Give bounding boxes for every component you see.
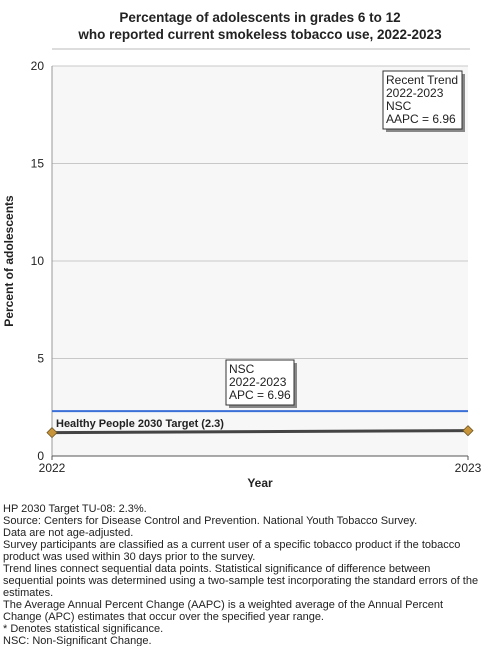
series-line bbox=[51, 429, 469, 435]
footnote: Source: Centers for Disease Control and … bbox=[3, 515, 417, 527]
annotation-text: 2022-2023 bbox=[386, 86, 444, 100]
footnote: product was used within 30 days prior to… bbox=[3, 551, 255, 563]
y-tick-label: 5 bbox=[37, 352, 44, 366]
annotation-text: NSC bbox=[386, 99, 412, 113]
x-tick-label: 2023 bbox=[455, 461, 482, 475]
footnote: HP 2030 Target TU-08: 2.3%. bbox=[3, 503, 147, 515]
footnote: Trend lines connect sequential data poin… bbox=[3, 563, 430, 575]
footnote: Change (APC) estimates that occur over t… bbox=[3, 611, 324, 623]
footnote: The Average Annual Percent Change (AAPC)… bbox=[3, 599, 443, 611]
annotation-text: APC = 6.96 bbox=[229, 388, 291, 402]
annotation-text: AAPC = 6.96 bbox=[386, 112, 456, 126]
y-tick-label: 15 bbox=[31, 157, 45, 171]
annotation-box bbox=[225, 359, 295, 406]
footnote: NSC: Non-Significant Change. bbox=[3, 635, 152, 646]
x-axis-title: Year bbox=[247, 476, 273, 490]
footnote: * Denotes statistical significance. bbox=[3, 623, 163, 635]
footnote: estimates. bbox=[3, 587, 53, 599]
footnote: sequential points was determined using a… bbox=[3, 575, 478, 587]
chart-title: who reported current smokeless tobacco u… bbox=[77, 27, 442, 42]
data-point bbox=[462, 425, 474, 437]
annotation-box bbox=[382, 70, 463, 130]
chart-title: Percentage of adolescents in grades 6 to… bbox=[119, 10, 400, 25]
target-label: Healthy People 2030 Target (2.3) bbox=[56, 418, 224, 430]
footnote: Data are not age-adjusted. bbox=[3, 527, 133, 539]
y-tick-label: 10 bbox=[31, 254, 45, 268]
y-tick-label: 0 bbox=[37, 449, 44, 463]
data-point bbox=[46, 427, 58, 439]
annotation-text: Recent Trend bbox=[386, 73, 458, 87]
y-axis-title: Percent of adolescents bbox=[2, 195, 16, 327]
y-tick-label: 20 bbox=[31, 59, 45, 73]
x-tick-label: 2022 bbox=[39, 461, 66, 475]
footnote: Survey participants are classified as a … bbox=[3, 539, 460, 551]
annotation-text: NSC bbox=[229, 362, 255, 376]
annotation-text: 2022-2023 bbox=[229, 375, 287, 389]
